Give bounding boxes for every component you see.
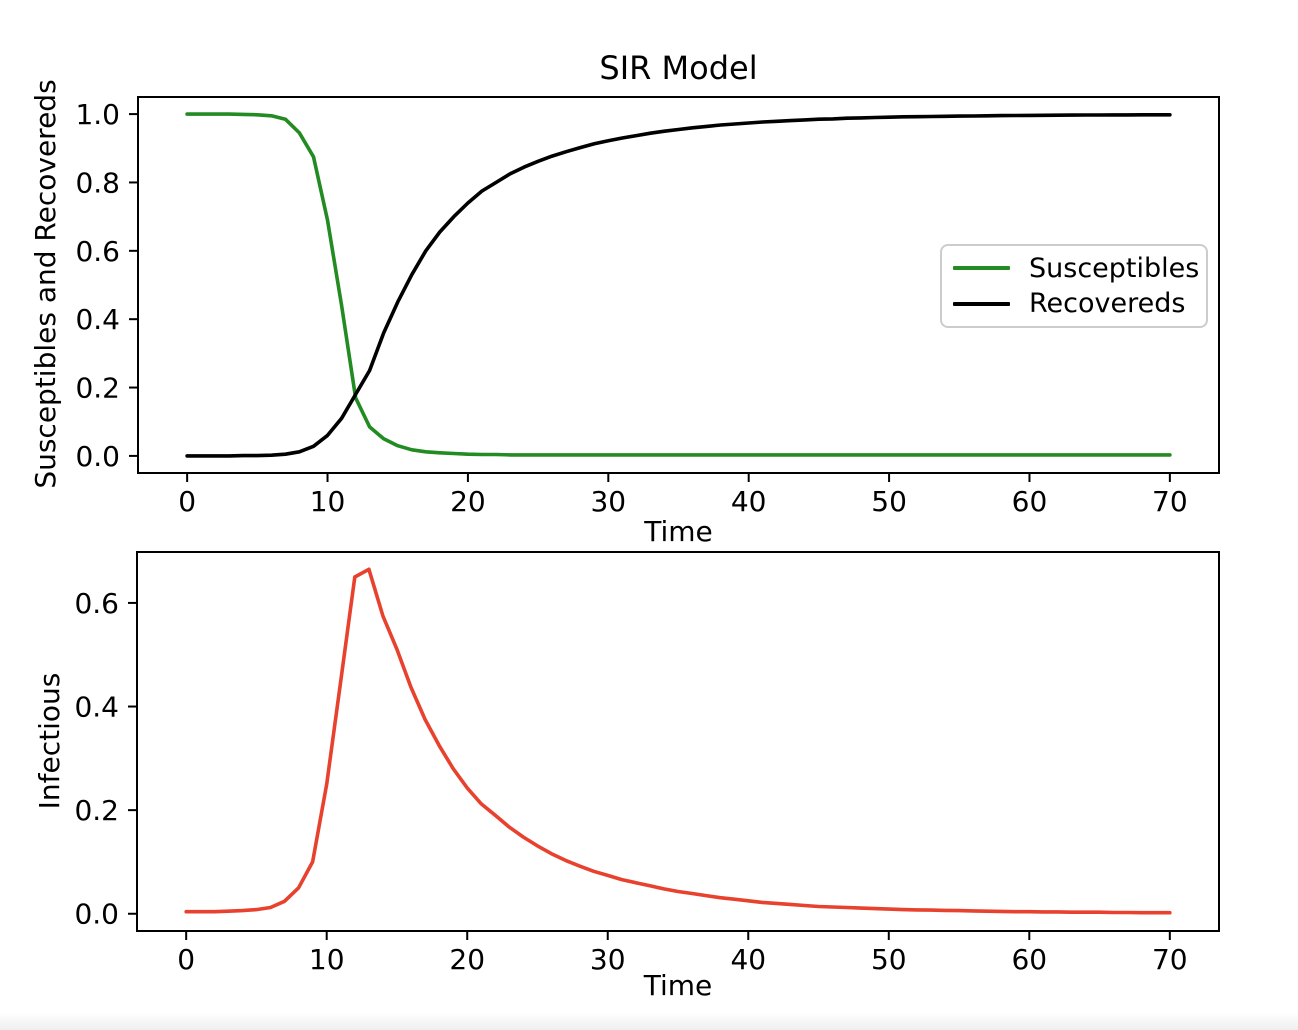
y-tick-label: 0.0 bbox=[74, 898, 119, 931]
y-tick-label: 0.0 bbox=[75, 440, 120, 473]
series-line-susceptibles bbox=[185, 112, 1172, 457]
legend-label-recovereds: Recovereds bbox=[1029, 288, 1186, 320]
x-tick-label: 0 bbox=[177, 943, 195, 976]
x-tick-label: 20 bbox=[449, 943, 485, 976]
series-line-infectious bbox=[184, 567, 1172, 915]
legend: Susceptibles Recovereds bbox=[940, 244, 1208, 328]
legend-line-swatch-recovereds bbox=[953, 301, 1010, 306]
y-tick-label: 0.4 bbox=[75, 303, 120, 336]
y-tick-label: 0.2 bbox=[74, 794, 119, 827]
x-tick-label: 40 bbox=[730, 943, 766, 976]
legend-line-swatch-susceptibles bbox=[953, 266, 1010, 271]
x-tick-label: 50 bbox=[871, 485, 907, 518]
x-tick-label: 60 bbox=[1011, 943, 1047, 976]
legend-item-susceptibles: Susceptibles bbox=[953, 255, 1206, 282]
x-tick-label: 10 bbox=[309, 943, 345, 976]
plot-border bbox=[137, 96, 1220, 474]
footer-strip bbox=[0, 1013, 1298, 1030]
chart-1: 0 10 20 30 40 50 60 70 0.0 0.2 0.4 0.6 bbox=[74, 551, 1220, 976]
y-axis-label-bottom: Infectious bbox=[33, 672, 66, 810]
x-tick-label: 60 bbox=[1012, 485, 1048, 518]
x-axis-label-bottom: Time bbox=[643, 969, 713, 1002]
y-tick-label: 1.0 bbox=[75, 98, 120, 131]
y-tick-label: 0.4 bbox=[74, 691, 119, 724]
x-tick-label: 30 bbox=[590, 943, 626, 976]
plot-border bbox=[136, 551, 1220, 932]
x-tick-label: 50 bbox=[871, 943, 907, 976]
y-tick-label: 0.6 bbox=[74, 587, 119, 620]
x-tick-label: 0 bbox=[178, 485, 196, 518]
legend-label-susceptibles: Susceptibles bbox=[1029, 252, 1200, 284]
y-tick-label: 0.8 bbox=[75, 166, 120, 199]
x-tick-label: 20 bbox=[450, 485, 486, 518]
y-tick-label: 0.6 bbox=[75, 235, 120, 268]
x-tick-label: 40 bbox=[731, 485, 767, 518]
x-tick-label: 10 bbox=[310, 485, 346, 518]
series-line-recovereds bbox=[185, 113, 1172, 458]
x-tick-label: 70 bbox=[1152, 485, 1188, 518]
chart-0: 0 10 20 30 40 50 60 70 0.0 0.2 0.4 0.6 0.8 1.0 bbox=[75, 96, 1220, 518]
chart-title: SIR Model bbox=[599, 49, 758, 87]
x-tick-label: 70 bbox=[1152, 943, 1188, 976]
legend-item-recovereds: Recovereds bbox=[953, 290, 1206, 317]
x-tick-label: 30 bbox=[590, 485, 626, 518]
y-tick-label: 0.2 bbox=[75, 372, 120, 405]
x-axis-label-top: Time bbox=[644, 515, 713, 548]
y-axis-label-top: Susceptibles and Recovereds bbox=[29, 79, 62, 489]
